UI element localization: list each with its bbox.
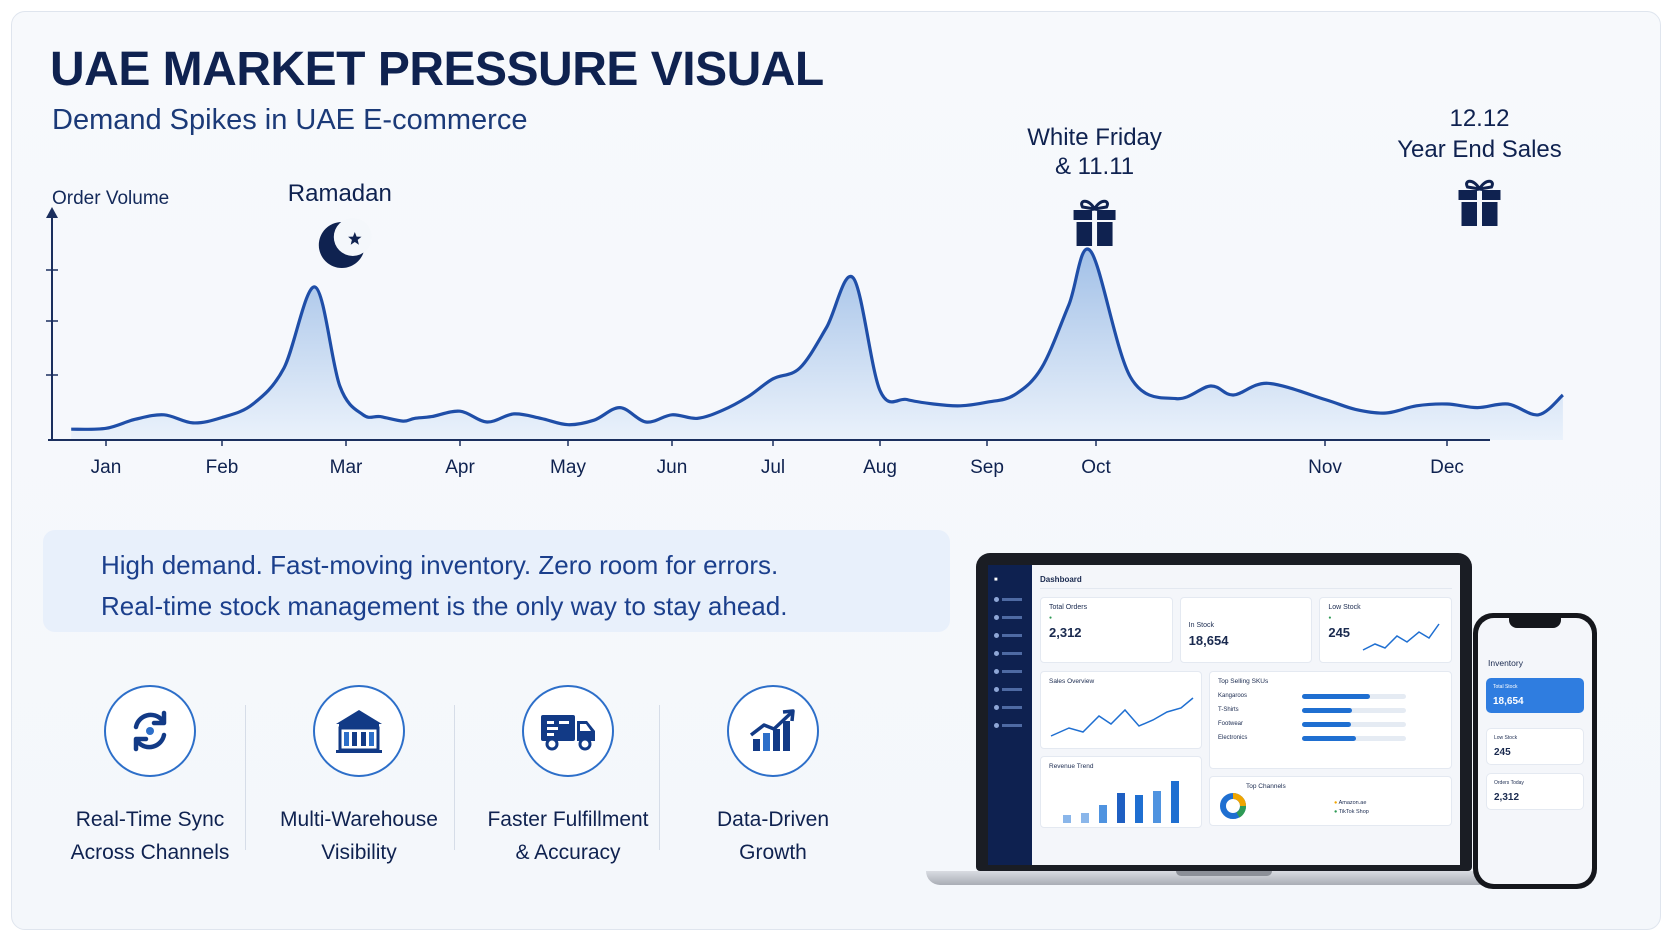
phone-notch: [1509, 618, 1561, 628]
message-line-2: Real-time stock management is the only w…: [101, 591, 788, 621]
revenue-trend-panel[interactable]: Revenue Trend: [1040, 756, 1202, 828]
dashboard-header: Dashboard: [1040, 571, 1452, 589]
feature-realtime-sync: Real-Time Sync Across Channels: [40, 685, 260, 869]
x-tick-label: Apr: [445, 457, 475, 478]
annotation-label: Year End Sales: [1397, 136, 1562, 163]
feature-label: Faster Fulfillment & Accuracy: [487, 808, 649, 864]
phone-card-total-stock[interactable]: Total Stock 18,654: [1486, 678, 1584, 713]
crescent-star-icon: [318, 218, 372, 268]
sku-row: T-Shirts: [1218, 707, 1443, 713]
feature-divider: [245, 705, 246, 850]
feature-list: Real-Time Sync Across Channels Multi-Ware…: [40, 685, 880, 865]
message-line-1: High demand. Fast-moving inventory. Zero…: [101, 550, 779, 580]
y-axis-label: Order Volume: [52, 188, 170, 209]
x-tick-label: Oct: [1081, 457, 1111, 478]
channel-label: ● Amazon.ae: [1334, 800, 1367, 806]
feature-divider: [659, 705, 660, 850]
annotation-label: 12.12: [1449, 105, 1509, 132]
annotation-label: White Friday: [1027, 124, 1162, 151]
sync-icon: [104, 685, 196, 777]
feature-faster-fulfillment: Faster Fulfillment & Accuracy: [458, 685, 678, 869]
sidebar-item[interactable]: [994, 629, 1026, 641]
x-tick-label: Jun: [657, 457, 688, 478]
demand-chart: Jan Feb Mar Apr May Jun Jul Aug Sep Oct Nov Dec Ram…: [46, 105, 1564, 478]
sales-line-chart: [1050, 697, 1194, 737]
gift-icon: [1073, 199, 1116, 246]
annotation-label: Ramadan: [288, 180, 392, 207]
sparkline: [1362, 623, 1440, 651]
dashboard-sidebar: ■: [988, 565, 1032, 865]
y-axis-arrow: [46, 207, 58, 218]
top-skus-panel[interactable]: Top Selling SKUs Kangaroos T-Shirts Foot…: [1209, 671, 1452, 769]
laptop-dashboard-mockup: ■ Dashboard Total Orders ● 2,312: [926, 553, 1602, 903]
feature-label: Data-Driven Growth: [716, 808, 830, 864]
x-tick-label: Dec: [1430, 457, 1464, 478]
top-channels-panel[interactable]: Top Channels ● Amazon.ae ● TikTok Shop: [1209, 776, 1452, 826]
x-tick-label: Mar: [330, 457, 363, 478]
sku-row: Electronics: [1218, 735, 1443, 741]
page-title: UAE MARKET PRESSURE VISUAL: [50, 43, 824, 96]
sales-overview-panel[interactable]: Sales Overview: [1040, 671, 1202, 749]
sidebar-item[interactable]: [994, 593, 1026, 605]
growth-chart-icon: [727, 685, 819, 777]
annotation-label: & 11.11: [1055, 153, 1134, 180]
sidebar-item[interactable]: [994, 647, 1026, 659]
stat-card-in-stock[interactable]: In Stock 18,654: [1179, 597, 1313, 663]
x-tick-label: Jul: [761, 457, 785, 478]
x-tick-label: Aug: [863, 457, 897, 478]
revenue-bar-chart: [1063, 781, 1179, 823]
delivery-truck-icon: [522, 685, 614, 777]
phone-card-orders-today[interactable]: Orders Today 2,312: [1486, 773, 1584, 810]
sku-row: Kangaroos: [1218, 693, 1443, 699]
laptop-screen: ■ Dashboard Total Orders ● 2,312: [976, 553, 1472, 871]
sidebar-item[interactable]: [994, 665, 1026, 677]
logo-icon: ■: [994, 577, 998, 583]
laptop-notch: [1176, 871, 1272, 876]
phone-card-low-stock[interactable]: Low Stock 245: [1486, 728, 1584, 765]
page-subtitle: Demand Spikes in UAE E-commerce: [52, 104, 528, 136]
demand-series-line: [71, 247, 1564, 431]
x-tick-label: Sep: [970, 457, 1004, 478]
warehouse-icon: [313, 685, 405, 777]
sidebar-item[interactable]: [994, 611, 1026, 623]
sidebar-item[interactable]: [994, 719, 1026, 731]
sidebar-item[interactable]: [994, 701, 1026, 713]
sku-row: Footwear: [1218, 721, 1443, 727]
phone-inventory-mockup: Inventory Total Stock 18,654 Low Stock 2…: [1473, 613, 1597, 889]
feature-multi-warehouse: Multi-Warehouse Visibility: [249, 685, 469, 869]
sidebar-item[interactable]: [994, 683, 1026, 695]
laptop-base: [926, 871, 1522, 885]
stat-card-total-orders[interactable]: Total Orders ● 2,312: [1040, 597, 1173, 663]
x-tick-label: Jan: [91, 457, 122, 478]
x-tick-label: Feb: [206, 457, 239, 478]
feature-divider: [454, 705, 455, 850]
feature-label: Real-Time Sync Across Channels: [70, 808, 230, 864]
stat-card-low-stock[interactable]: Low Stock ● 245: [1319, 597, 1453, 663]
channel-label: ● TikTok Shop: [1334, 809, 1369, 815]
key-message: High demand. Fast-moving inventory. Zero…: [43, 530, 950, 632]
feature-label: Multi-Warehouse Visibility: [280, 808, 438, 864]
feature-data-driven: Data-Driven Growth: [663, 685, 883, 869]
phone-title: Inventory: [1488, 658, 1523, 668]
channels-donut-chart: [1220, 793, 1246, 819]
gift-icon: [1458, 179, 1501, 226]
x-tick-label: Nov: [1308, 457, 1342, 478]
x-tick-label: May: [550, 457, 586, 478]
